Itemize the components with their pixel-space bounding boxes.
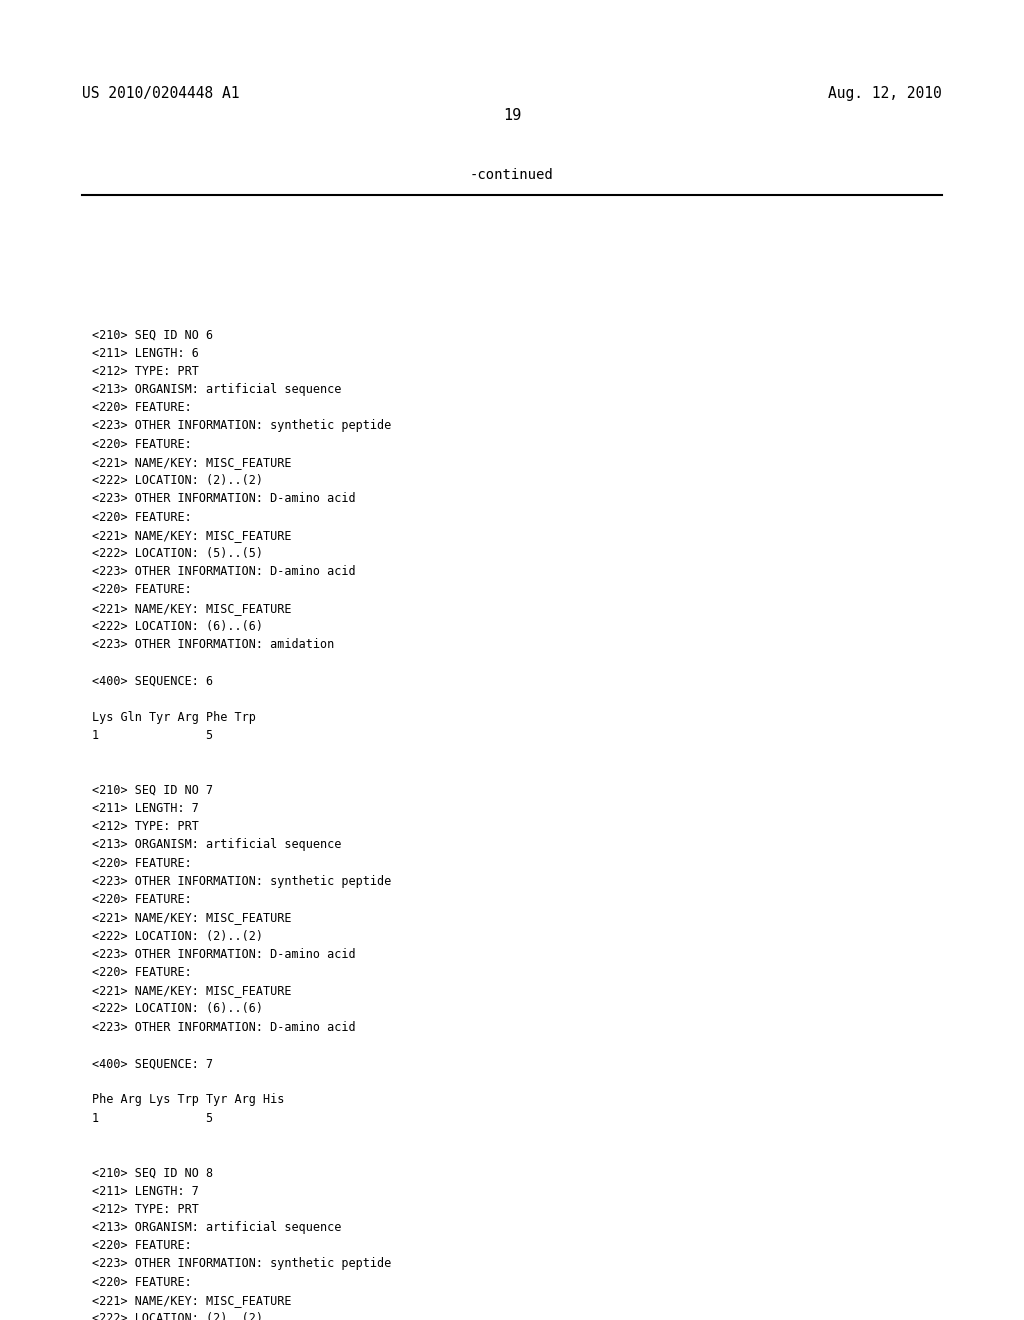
Text: <400> SEQUENCE: 6: <400> SEQUENCE: 6 <box>92 675 213 688</box>
Text: <210> SEQ ID NO 7: <210> SEQ ID NO 7 <box>92 784 213 797</box>
Text: <223> OTHER INFORMATION: D-amino acid: <223> OTHER INFORMATION: D-amino acid <box>92 565 355 578</box>
Text: <222> LOCATION: (2)..(2): <222> LOCATION: (2)..(2) <box>92 929 263 942</box>
Text: <211> LENGTH: 7: <211> LENGTH: 7 <box>92 1184 199 1197</box>
Text: <221> NAME/KEY: MISC_FEATURE: <221> NAME/KEY: MISC_FEATURE <box>92 602 292 615</box>
Text: -continued: -continued <box>470 168 554 182</box>
Text: <220> FEATURE:: <220> FEATURE: <box>92 1275 191 1288</box>
Text: <222> LOCATION: (2)..(2): <222> LOCATION: (2)..(2) <box>92 474 263 487</box>
Text: <210> SEQ ID NO 8: <210> SEQ ID NO 8 <box>92 1167 213 1179</box>
Text: <400> SEQUENCE: 7: <400> SEQUENCE: 7 <box>92 1057 213 1071</box>
Text: <222> LOCATION: (6)..(6): <222> LOCATION: (6)..(6) <box>92 620 263 632</box>
Text: <223> OTHER INFORMATION: D-amino acid: <223> OTHER INFORMATION: D-amino acid <box>92 948 355 961</box>
Text: 1               5: 1 5 <box>92 1111 213 1125</box>
Text: <220> FEATURE:: <220> FEATURE: <box>92 966 191 979</box>
Text: <212> TYPE: PRT: <212> TYPE: PRT <box>92 364 199 378</box>
Text: <223> OTHER INFORMATION: D-amino acid: <223> OTHER INFORMATION: D-amino acid <box>92 1020 355 1034</box>
Text: <220> FEATURE:: <220> FEATURE: <box>92 438 191 450</box>
Text: <220> FEATURE:: <220> FEATURE: <box>92 401 191 414</box>
Text: <221> NAME/KEY: MISC_FEATURE: <221> NAME/KEY: MISC_FEATURE <box>92 455 292 469</box>
Text: <220> FEATURE:: <220> FEATURE: <box>92 583 191 597</box>
Text: <221> NAME/KEY: MISC_FEATURE: <221> NAME/KEY: MISC_FEATURE <box>92 985 292 997</box>
Text: <210> SEQ ID NO 6: <210> SEQ ID NO 6 <box>92 329 213 342</box>
Text: <220> FEATURE:: <220> FEATURE: <box>92 511 191 524</box>
Text: <213> ORGANISM: artificial sequence: <213> ORGANISM: artificial sequence <box>92 383 342 396</box>
Text: <220> FEATURE:: <220> FEATURE: <box>92 857 191 870</box>
Text: Lys Gln Tyr Arg Phe Trp: Lys Gln Tyr Arg Phe Trp <box>92 711 256 723</box>
Text: <213> ORGANISM: artificial sequence: <213> ORGANISM: artificial sequence <box>92 1221 342 1234</box>
Text: 1               5: 1 5 <box>92 729 213 742</box>
Text: <221> NAME/KEY: MISC_FEATURE: <221> NAME/KEY: MISC_FEATURE <box>92 529 292 541</box>
Text: US 2010/0204448 A1: US 2010/0204448 A1 <box>82 86 240 100</box>
Text: <223> OTHER INFORMATION: synthetic peptide: <223> OTHER INFORMATION: synthetic pepti… <box>92 1258 391 1270</box>
Text: <221> NAME/KEY: MISC_FEATURE: <221> NAME/KEY: MISC_FEATURE <box>92 911 292 924</box>
Text: <223> OTHER INFORMATION: synthetic peptide: <223> OTHER INFORMATION: synthetic pepti… <box>92 420 391 433</box>
Text: Aug. 12, 2010: Aug. 12, 2010 <box>828 86 942 100</box>
Text: 19: 19 <box>503 108 521 123</box>
Text: <211> LENGTH: 6: <211> LENGTH: 6 <box>92 347 199 359</box>
Text: <223> OTHER INFORMATION: D-amino acid: <223> OTHER INFORMATION: D-amino acid <box>92 492 355 506</box>
Text: <212> TYPE: PRT: <212> TYPE: PRT <box>92 1203 199 1216</box>
Text: <212> TYPE: PRT: <212> TYPE: PRT <box>92 820 199 833</box>
Text: <221> NAME/KEY: MISC_FEATURE: <221> NAME/KEY: MISC_FEATURE <box>92 1294 292 1307</box>
Text: <222> LOCATION: (5)..(5): <222> LOCATION: (5)..(5) <box>92 546 263 560</box>
Text: <222> LOCATION: (6)..(6): <222> LOCATION: (6)..(6) <box>92 1002 263 1015</box>
Text: <220> FEATURE:: <220> FEATURE: <box>92 1239 191 1253</box>
Text: <223> OTHER INFORMATION: amidation: <223> OTHER INFORMATION: amidation <box>92 638 335 651</box>
Text: <222> LOCATION: (2)..(2): <222> LOCATION: (2)..(2) <box>92 1312 263 1320</box>
Text: <211> LENGTH: 7: <211> LENGTH: 7 <box>92 803 199 814</box>
Text: <220> FEATURE:: <220> FEATURE: <box>92 894 191 906</box>
Text: <213> ORGANISM: artificial sequence: <213> ORGANISM: artificial sequence <box>92 838 342 851</box>
Text: <223> OTHER INFORMATION: synthetic peptide: <223> OTHER INFORMATION: synthetic pepti… <box>92 875 391 888</box>
Text: Phe Arg Lys Trp Tyr Arg His: Phe Arg Lys Trp Tyr Arg His <box>92 1093 285 1106</box>
